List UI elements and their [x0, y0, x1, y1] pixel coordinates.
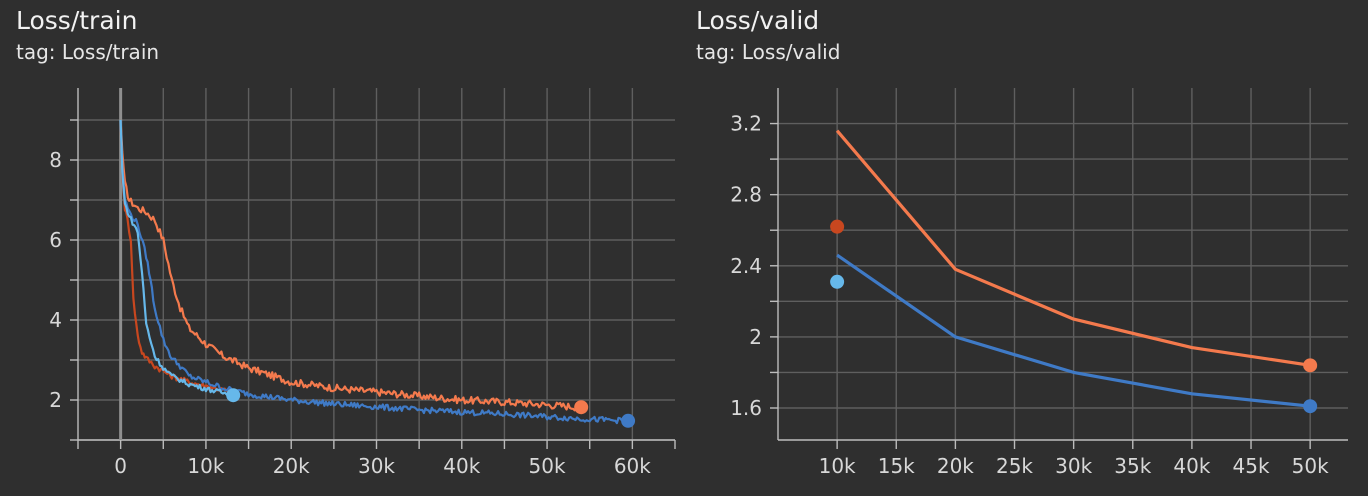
train-loss-panel: 2 4 6 8 0 10k 20k 30k 40k 50k 60k Loss/train tag: …	[0, 0, 680, 496]
y-tick-label: 3.2	[730, 112, 762, 136]
y-tick-label: 2.4	[730, 254, 762, 278]
data-point	[830, 274, 845, 289]
y-tick-label: 8	[49, 148, 62, 172]
data-point	[1303, 358, 1318, 373]
y-tick-label: 6	[49, 228, 62, 252]
data-point	[226, 388, 241, 403]
series-line	[119, 119, 234, 398]
x-tick-label: 20k	[937, 454, 974, 478]
series-line	[119, 119, 583, 412]
valid-loss-panel: 1.6 2 2.4 2.8 3.2 10k 15k 20k 25k 30k 35k 40k 45k 50k…	[680, 0, 1368, 496]
data-point	[621, 413, 636, 428]
y-tick-label: 1.6	[730, 396, 762, 420]
x-tick-label: 40k	[1173, 454, 1210, 478]
x-tick-label: 50k	[1292, 454, 1329, 478]
chart-tag: tag: Loss/train	[16, 40, 160, 64]
y-tick-label: 4	[49, 308, 62, 332]
x-tick-label: 40k	[443, 454, 480, 478]
y-tick-label: 2	[749, 325, 762, 349]
x-tick-label: 20k	[273, 454, 310, 478]
x-tick-label: 30k	[1055, 454, 1092, 478]
x-tick-label: 0	[114, 454, 127, 478]
valid-loss-chart: 1.6 2 2.4 2.8 3.2 10k 15k 20k 25k 30k 35k 40k 45k 50k	[730, 88, 1348, 478]
x-tick-label: 10k	[819, 454, 856, 478]
x-tick-label: 60k	[614, 454, 651, 478]
x-tick-label: 25k	[996, 454, 1033, 478]
y-tick-label: 2.8	[730, 183, 762, 207]
data-point	[574, 400, 589, 415]
series-line	[119, 119, 233, 393]
train-loss-chart: 2 4 6 8 0 10k 20k 30k 40k 50k 60k	[49, 88, 676, 478]
x-tick-label: 50k	[529, 454, 566, 478]
data-point	[1303, 399, 1318, 414]
y-tick-label: 2	[49, 388, 62, 412]
chart-tag: tag: Loss/valid	[696, 40, 841, 64]
x-tick-label: 10k	[187, 454, 224, 478]
chart-title: Loss/valid	[696, 6, 820, 35]
x-tick-label: 30k	[358, 454, 395, 478]
series-line	[836, 253, 1311, 408]
x-tick-label: 15k	[878, 454, 915, 478]
series-line	[835, 129, 1311, 367]
series-line	[119, 119, 629, 425]
grid	[778, 88, 1348, 440]
data-point	[830, 219, 845, 234]
x-tick-label: 45k	[1233, 454, 1270, 478]
x-tick-label: 35k	[1114, 454, 1151, 478]
chart-title: Loss/train	[16, 6, 138, 35]
